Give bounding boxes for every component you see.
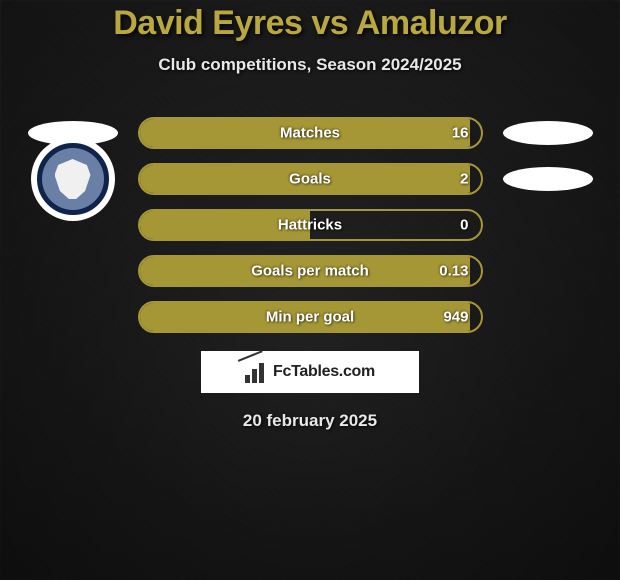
brand-logo[interactable]: FcTables.com — [201, 351, 419, 393]
left-player-slot — [28, 255, 118, 287]
club-badge-icon — [31, 137, 115, 221]
player-placeholder-icon — [503, 167, 593, 191]
stat-label: Goals — [289, 171, 331, 188]
stat-label: Hattricks — [278, 217, 342, 234]
brand-chart-icon — [245, 361, 269, 383]
stat-value: 0 — [460, 217, 468, 234]
stat-value: 16 — [452, 125, 469, 142]
date-label: 20 february 2025 — [0, 411, 620, 431]
right-player-slot — [503, 209, 593, 241]
right-player-slot — [503, 117, 593, 149]
left-player-slot — [28, 301, 118, 333]
stat-row: Goals 2 — [0, 163, 620, 195]
right-player-slot — [503, 301, 593, 333]
page-title: David Eyres vs Amaluzor — [0, 4, 620, 43]
brand-text: FcTables.com — [273, 363, 375, 381]
stat-label: Matches — [280, 125, 340, 142]
stats-rows: Matches 16 Goals 2 Hattricks 0 Goals per match… — [0, 117, 620, 333]
right-player-slot — [503, 163, 593, 195]
stat-bar: Min per goal 949 — [138, 301, 483, 333]
subtitle: Club competitions, Season 2024/2025 — [0, 55, 620, 75]
right-player-slot — [503, 255, 593, 287]
stat-row: Min per goal 949 — [0, 301, 620, 333]
stat-value: 0.13 — [439, 263, 468, 280]
stat-bar: Matches 16 — [138, 117, 483, 149]
stat-value: 949 — [443, 309, 468, 326]
stat-label: Goals per match — [251, 263, 369, 280]
stat-bar: Goals 2 — [138, 163, 483, 195]
stat-label: Min per goal — [266, 309, 354, 326]
stat-bar: Goals per match 0.13 — [138, 255, 483, 287]
comparison-card: David Eyres vs Amaluzor Club competition… — [0, 0, 620, 431]
stat-bar: Hattricks 0 — [138, 209, 483, 241]
stat-value: 2 — [460, 171, 468, 188]
stat-row: Goals per match 0.13 — [0, 255, 620, 287]
player-placeholder-icon — [503, 121, 593, 145]
